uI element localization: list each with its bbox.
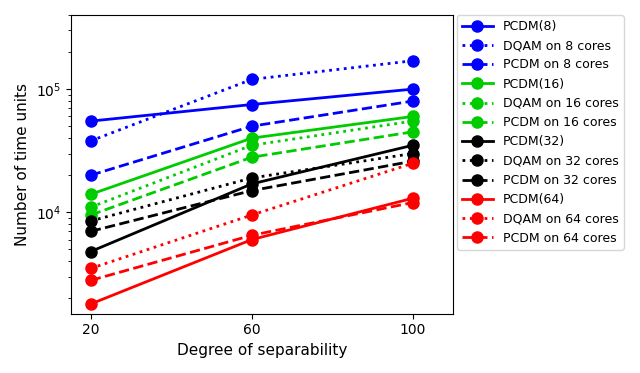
Y-axis label: Number of time units: Number of time units — [15, 83, 30, 246]
PCDM(32) — [409, 143, 417, 147]
PCDM on 8 cores — [409, 99, 417, 103]
DQAM on 32 cores — [87, 219, 95, 223]
DQAM on 64 cores — [409, 161, 417, 166]
Line: PCDM on 64 cores: PCDM on 64 cores — [85, 197, 419, 286]
Line: DQAM on 64 cores: DQAM on 64 cores — [85, 158, 419, 274]
DQAM on 64 cores — [87, 266, 95, 271]
PCDM(16) — [409, 114, 417, 119]
PCDM(64) — [87, 302, 95, 306]
PCDM(32) — [87, 249, 95, 254]
PCDM on 8 cores — [87, 173, 95, 178]
PCDM(8) — [248, 102, 255, 107]
PCDM on 32 cores — [409, 159, 417, 163]
PCDM(64) — [409, 196, 417, 200]
Line: PCDM(64): PCDM(64) — [85, 193, 419, 310]
DQAM on 64 cores — [248, 213, 255, 217]
PCDM(16) — [87, 192, 95, 197]
X-axis label: Degree of separability: Degree of separability — [177, 343, 347, 358]
PCDM on 64 cores — [248, 233, 255, 238]
PCDM on 16 cores — [248, 155, 255, 159]
PCDM on 32 cores — [87, 229, 95, 233]
PCDM(16) — [248, 136, 255, 140]
PCDM on 64 cores — [409, 200, 417, 205]
DQAM on 32 cores — [248, 176, 255, 180]
PCDM(32) — [248, 182, 255, 186]
Line: PCDM on 8 cores: PCDM on 8 cores — [85, 95, 419, 181]
PCDM on 64 cores — [87, 278, 95, 283]
Line: PCDM on 32 cores: PCDM on 32 cores — [85, 156, 419, 237]
PCDM(8) — [87, 119, 95, 123]
DQAM on 16 cores — [409, 119, 417, 123]
Line: PCDM on 16 cores: PCDM on 16 cores — [85, 126, 419, 220]
PCDM(64) — [248, 237, 255, 242]
DQAM on 8 cores — [409, 59, 417, 63]
DQAM on 16 cores — [248, 143, 255, 147]
PCDM on 8 cores — [248, 124, 255, 128]
Line: DQAM on 8 cores: DQAM on 8 cores — [85, 55, 419, 147]
Line: PCDM(8): PCDM(8) — [85, 84, 419, 127]
PCDM(8) — [409, 87, 417, 91]
DQAM on 8 cores — [87, 139, 95, 143]
Line: PCDM(16): PCDM(16) — [85, 111, 419, 200]
PCDM on 16 cores — [87, 213, 95, 217]
PCDM on 16 cores — [409, 129, 417, 134]
Legend: PCDM(8), DQAM on 8 cores, PCDM on 8 cores, PCDM(16), DQAM on 16 cores, PCDM on 1: PCDM(8), DQAM on 8 cores, PCDM on 8 core… — [457, 15, 624, 250]
Line: PCDM(32): PCDM(32) — [85, 140, 419, 257]
DQAM on 8 cores — [248, 77, 255, 82]
Line: DQAM on 32 cores: DQAM on 32 cores — [85, 148, 419, 226]
Line: DQAM on 16 cores: DQAM on 16 cores — [85, 116, 419, 213]
DQAM on 16 cores — [87, 205, 95, 209]
DQAM on 32 cores — [409, 151, 417, 156]
PCDM on 32 cores — [248, 188, 255, 193]
